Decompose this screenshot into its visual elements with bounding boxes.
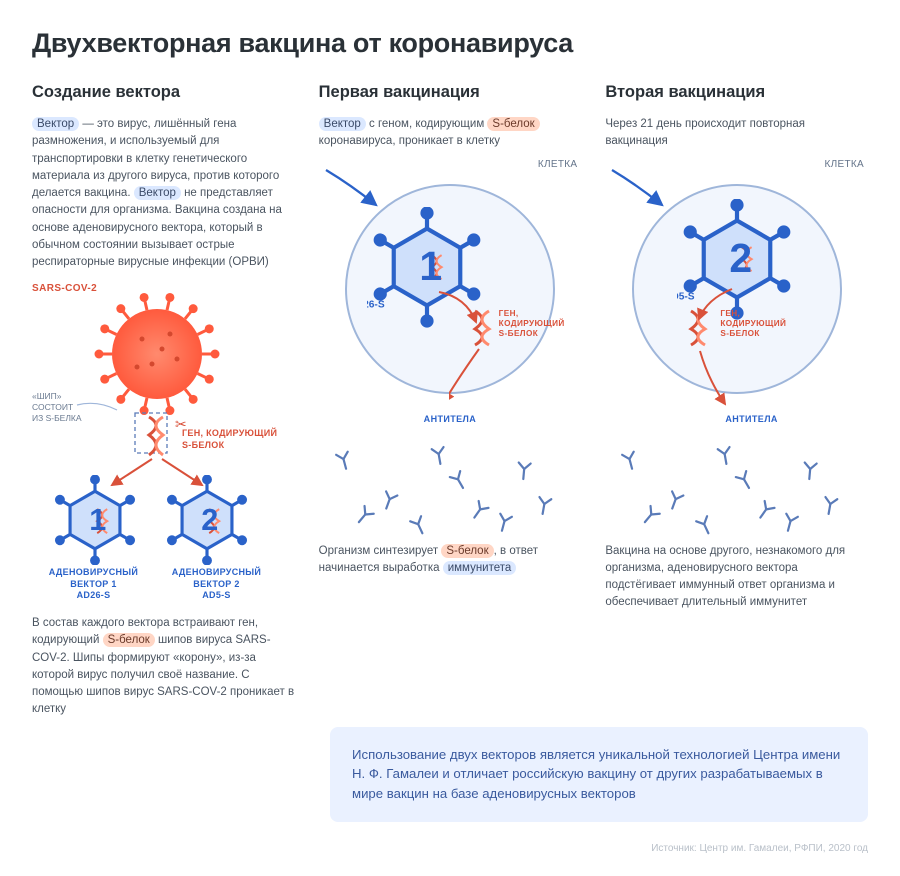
antibody-label-2: АНТИТЕЛА xyxy=(725,414,777,424)
antibody-icon xyxy=(618,448,642,472)
antibody-icon xyxy=(513,460,535,482)
col1-paragraph2: В состав каждого вектора встраивают ген,… xyxy=(32,615,295,719)
callout-box: Использование двух векторов является уни… xyxy=(330,727,868,822)
highlight-blue: Вектор xyxy=(319,117,366,131)
highlight-orange: S-белок xyxy=(487,117,539,131)
svg-text:1: 1 xyxy=(419,243,442,289)
antibody-icon xyxy=(778,510,802,534)
col2-outro: Организм синтезирует S-белок, в ответ на… xyxy=(319,543,582,578)
col3-heading: Вторая вакцинация xyxy=(605,83,868,102)
highlight-orange: S-белок xyxy=(441,544,493,558)
svg-text:2: 2 xyxy=(730,235,753,281)
highlight-blue: иммунитета xyxy=(443,561,517,575)
antibody-icon xyxy=(350,501,378,529)
col3-intro: Через 21 день происходит повторная вакци… xyxy=(605,116,868,151)
antibody-icon xyxy=(405,512,432,539)
svg-text:AD5-S: AD5-S xyxy=(677,291,695,302)
svg-text:2: 2 xyxy=(201,503,218,537)
col2-intro: Вектор с геном, кодирующим S-белок корон… xyxy=(319,116,582,151)
to-antibody-arrow-1 xyxy=(449,347,509,417)
antibody-icon xyxy=(751,497,779,525)
antibody-icon xyxy=(732,467,759,494)
col2-heading: Первая вакцинация xyxy=(319,83,582,102)
svg-text:1: 1 xyxy=(89,503,106,537)
antibody-icon xyxy=(819,494,842,517)
highlight-blue: Вектор xyxy=(32,117,79,131)
cell-label-2: КЛЕТКА xyxy=(825,159,864,170)
col3-outro: Вакцина на основе другого, незнакомого д… xyxy=(605,543,868,612)
page-title: Двухвекторная вакцина от коронавируса xyxy=(32,28,868,59)
antibody-icon xyxy=(800,460,822,482)
sars-figure: SARS-COV-2 «ШИП»СОСТОИТИЗ S-БЕЛКА xyxy=(32,283,295,543)
col-second-vaccination: Вторая вакцинация Через 21 день происход… xyxy=(605,83,868,719)
columns: Создание вектора Вектор — это вирус, лиш… xyxy=(32,83,868,719)
col-create-vector: Создание вектора Вектор — это вирус, лиш… xyxy=(32,83,295,719)
vector2-hex-icon: 2 xyxy=(162,475,252,565)
to-antibody-arrow-2 xyxy=(680,349,740,419)
antibody-icon xyxy=(532,494,555,517)
antibody-icon xyxy=(445,467,472,494)
cell-figure-1: КЛЕТКА 1 AD26-S ГЕН,КОДИРУЮЩИЙS-БЕЛОК АНТ… xyxy=(319,159,582,449)
antibodies-2 xyxy=(605,441,868,533)
vec1-caption: АДЕНОВИРУСНЫЙВЕКТОР 1AD26-S xyxy=(46,567,141,601)
highlight-blue: Вектор xyxy=(134,186,181,200)
antibody-icon xyxy=(331,448,355,472)
vec2-caption: АДЕНОВИРУСНЫЙВЕКТОР 2AD5-S xyxy=(169,567,264,601)
antibody-icon xyxy=(427,444,450,467)
col1-paragraph: Вектор — это вирус, лишённый гена размно… xyxy=(32,116,295,271)
antibody-icon xyxy=(692,512,719,539)
antibody-icon xyxy=(714,444,737,467)
spike-pointer xyxy=(72,395,122,420)
gene-label-1: ГЕН,КОДИРУЮЩИЙS-БЕЛОК xyxy=(499,309,565,340)
cell-figure-2: КЛЕТКА 2 AD5-S ГЕН,КОДИРУЮЩИЙS-БЕЛОК АНТИ… xyxy=(605,159,868,449)
source-text: Источник: Центр им. Гамалеи, РФПИ, 2020 … xyxy=(651,843,868,854)
gene-label-col1: ГЕН, КОДИРУЮЩИЙS-БЕЛОК xyxy=(182,428,277,451)
entry-arrow-2 xyxy=(607,165,672,215)
antibody-icon xyxy=(636,501,664,529)
gene-helix-icon xyxy=(143,415,171,459)
antibody-icon xyxy=(376,488,402,514)
col-first-vaccination: Первая вакцинация Вектор с геном, кодиру… xyxy=(319,83,582,719)
col1-heading: Создание вектора xyxy=(32,83,295,102)
helix-arrow-1 xyxy=(431,287,486,337)
highlight-orange: S-белок xyxy=(103,633,155,647)
sars-label: SARS-COV-2 xyxy=(32,283,97,294)
antibody-icon xyxy=(663,488,689,514)
antibodies-1 xyxy=(319,441,582,533)
antibody-icon xyxy=(491,510,515,534)
cell-label-1: КЛЕТКА xyxy=(538,159,577,170)
svg-text:AD26-S: AD26-S xyxy=(367,299,385,310)
antibody-icon xyxy=(465,497,493,525)
antibody-label-1: АНТИТЕЛА xyxy=(424,414,476,424)
vector1-hex-icon: 1 xyxy=(50,475,140,565)
gene-label-2: ГЕН,КОДИРУЮЩИЙS-БЕЛОК xyxy=(720,309,786,340)
